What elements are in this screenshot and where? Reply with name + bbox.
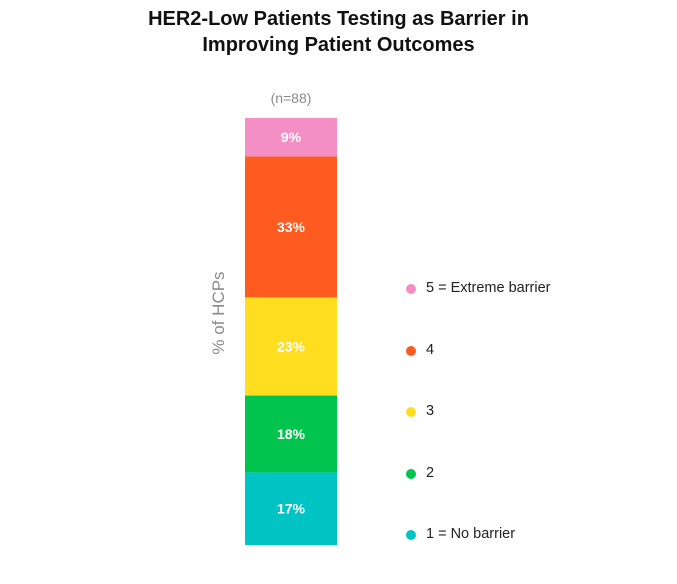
legend-swatch <box>406 345 416 356</box>
legend-label: 5 = Extreme barrier <box>426 280 551 296</box>
data-label-1: 17% <box>277 501 306 517</box>
data-label-4: 33% <box>277 219 306 235</box>
bar-segment-4 <box>245 156 337 298</box>
legend-swatch <box>406 284 416 294</box>
bar-segment-5 <box>245 118 337 157</box>
bar-segment-1 <box>245 472 337 545</box>
legend-label: 1 = No barrier <box>426 526 516 542</box>
legend-swatch <box>406 530 416 540</box>
data-label-5: 9% <box>281 129 302 145</box>
chart-title-line-1: HER2-Low Patients Testing as Barrier in <box>148 8 529 30</box>
data-label-2: 18% <box>277 426 306 442</box>
stacked-bar-chart: 17% 18% 23% 33% 9% <box>245 118 337 545</box>
chart-title: HER2-Low Patients Testing as Barrier in … <box>0 6 677 58</box>
legend-label: 2 <box>426 464 435 481</box>
legend-label: 3 <box>426 403 435 419</box>
bar-segment-3 <box>245 297 337 396</box>
legend-swatch <box>406 468 416 479</box>
legend-swatch <box>406 407 416 417</box>
bar-segment-2 <box>245 395 337 473</box>
sample-size-label: (n=88) <box>270 90 312 106</box>
data-label-3: 23% <box>277 338 306 354</box>
chart-title-line-2: Improving Patient Outcomes <box>202 34 475 56</box>
legend-label: 4 <box>426 341 435 358</box>
